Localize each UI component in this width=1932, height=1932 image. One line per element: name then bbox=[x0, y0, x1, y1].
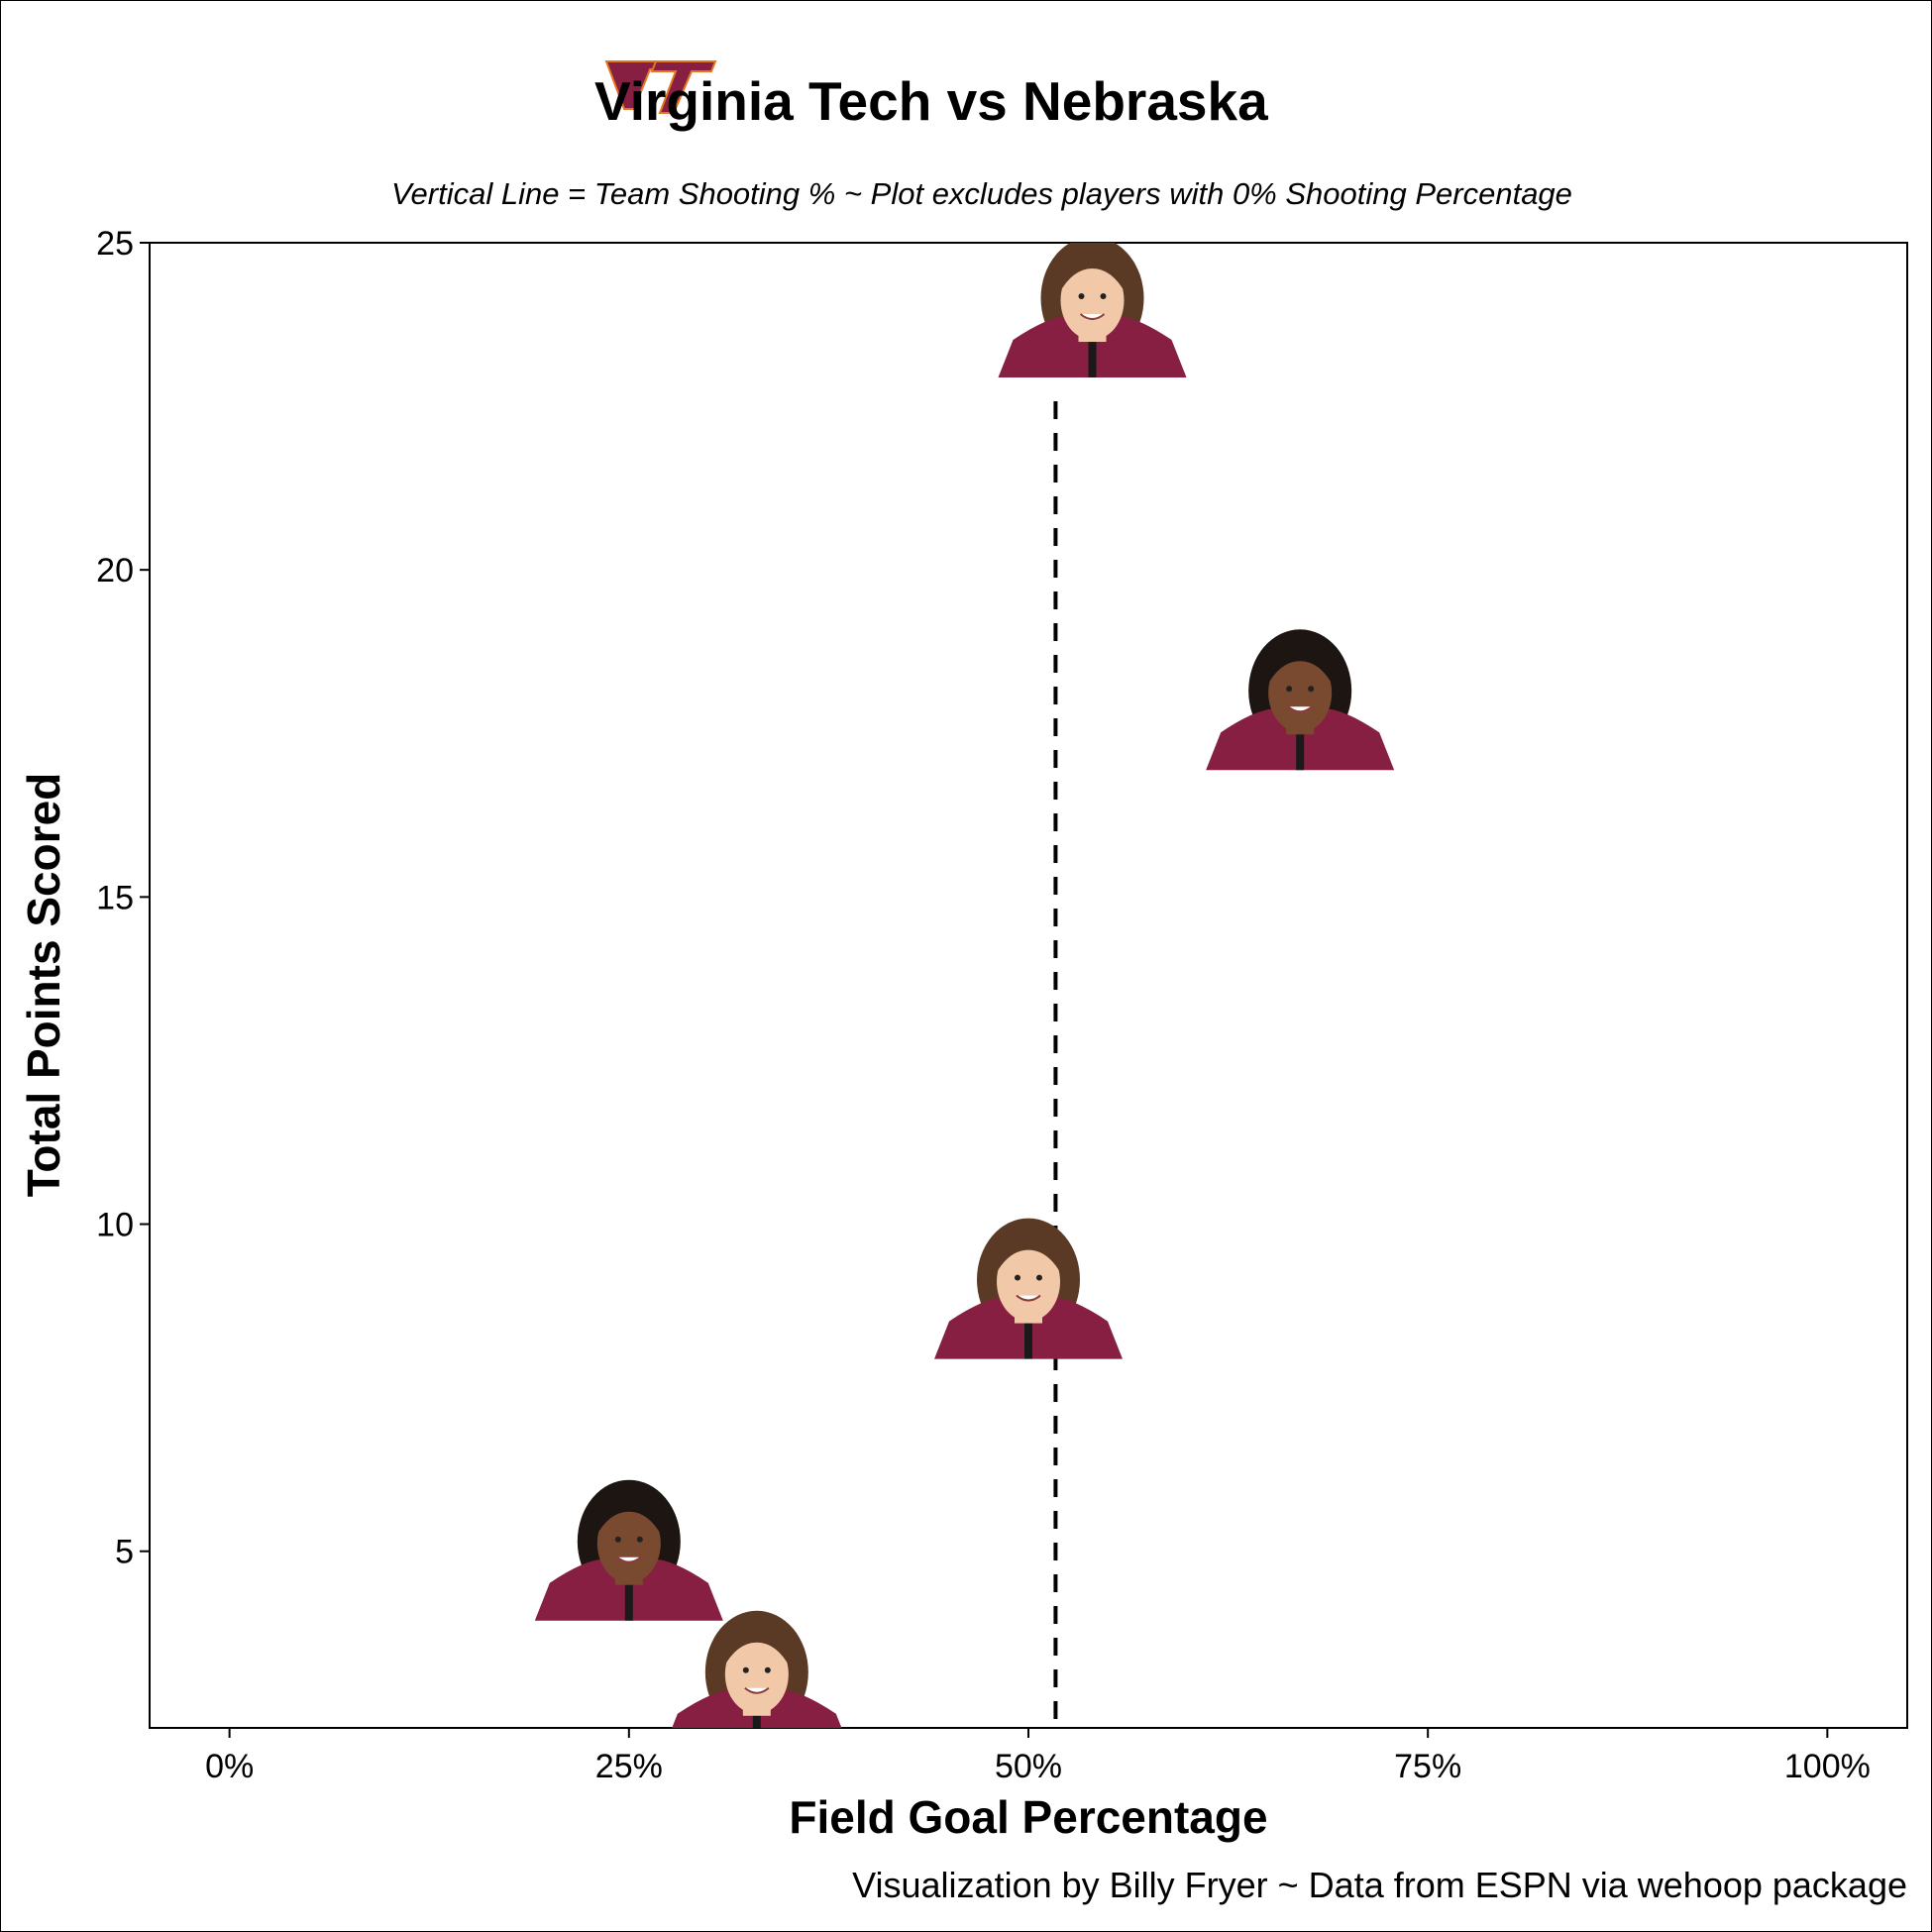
player-hair-top bbox=[995, 1235, 1062, 1276]
player-smile bbox=[1287, 705, 1313, 713]
x-tick-label: 50% bbox=[995, 1748, 1062, 1785]
x-axis: 0% 25% 50% 75% 100% bbox=[205, 1728, 1871, 1785]
player-hair-top bbox=[722, 1628, 791, 1668]
player-headshot-marker bbox=[534, 1479, 723, 1621]
player-eye bbox=[1015, 1274, 1020, 1281]
player-headshot-marker bbox=[1206, 629, 1395, 771]
x-tick-label: 25% bbox=[595, 1748, 663, 1785]
player-face bbox=[1060, 261, 1125, 341]
player-eye bbox=[1036, 1274, 1042, 1281]
player-hair-top bbox=[1266, 647, 1335, 688]
y-axis: 5 10 15 20 25 bbox=[96, 225, 150, 1571]
jacket-zipper bbox=[1296, 712, 1305, 771]
player-eye bbox=[742, 1666, 749, 1673]
player-headshot-marker bbox=[672, 1610, 842, 1728]
x-axis-label: Field Goal Percentage bbox=[789, 1791, 1267, 1843]
player-eye bbox=[1078, 293, 1085, 300]
player-face bbox=[724, 1634, 789, 1714]
player-smile bbox=[1079, 313, 1106, 321]
chart-caption: Visualization by Billy Fryer ~ Data from… bbox=[852, 1865, 1907, 1905]
player-eye bbox=[764, 1666, 771, 1673]
player-face bbox=[596, 1503, 661, 1583]
x-tick-label: 0% bbox=[205, 1748, 254, 1785]
player-eye bbox=[1286, 686, 1293, 693]
player-smile bbox=[1016, 1294, 1041, 1302]
jacket-zipper bbox=[624, 1562, 633, 1621]
y-tick-label: 10 bbox=[96, 1207, 134, 1244]
chart-subtitle: Vertical Line = Team Shooting % ~ Plot e… bbox=[391, 176, 1572, 211]
player-points bbox=[534, 243, 1395, 1728]
player-headshot-marker bbox=[998, 243, 1187, 378]
y-tick-label: 20 bbox=[96, 552, 134, 590]
player-face bbox=[997, 1241, 1060, 1322]
x-tick-label: 75% bbox=[1394, 1748, 1461, 1785]
jacket-zipper bbox=[1024, 1301, 1032, 1359]
player-eye bbox=[1308, 686, 1315, 693]
player-eye bbox=[614, 1536, 621, 1543]
player-smile bbox=[616, 1556, 642, 1563]
player-hair-top bbox=[594, 1497, 663, 1538]
player-smile bbox=[744, 1686, 770, 1694]
plot-panel bbox=[149, 242, 1908, 1729]
jacket-zipper bbox=[1088, 320, 1097, 378]
vt-logo bbox=[604, 57, 718, 122]
chart-title: Virginia Tech vs Nebraska bbox=[594, 70, 1268, 132]
y-tick-label: 15 bbox=[96, 879, 134, 916]
player-eye bbox=[636, 1536, 643, 1543]
player-eye bbox=[1100, 293, 1107, 300]
player-hair-top bbox=[1058, 254, 1127, 295]
y-axis-label: Total Points Scored bbox=[18, 773, 69, 1198]
y-tick-label: 5 bbox=[115, 1534, 134, 1571]
x-tick-label: 100% bbox=[1784, 1748, 1871, 1785]
player-face bbox=[1268, 653, 1333, 733]
player-headshot-marker bbox=[934, 1218, 1123, 1359]
y-tick-label: 25 bbox=[96, 225, 134, 263]
